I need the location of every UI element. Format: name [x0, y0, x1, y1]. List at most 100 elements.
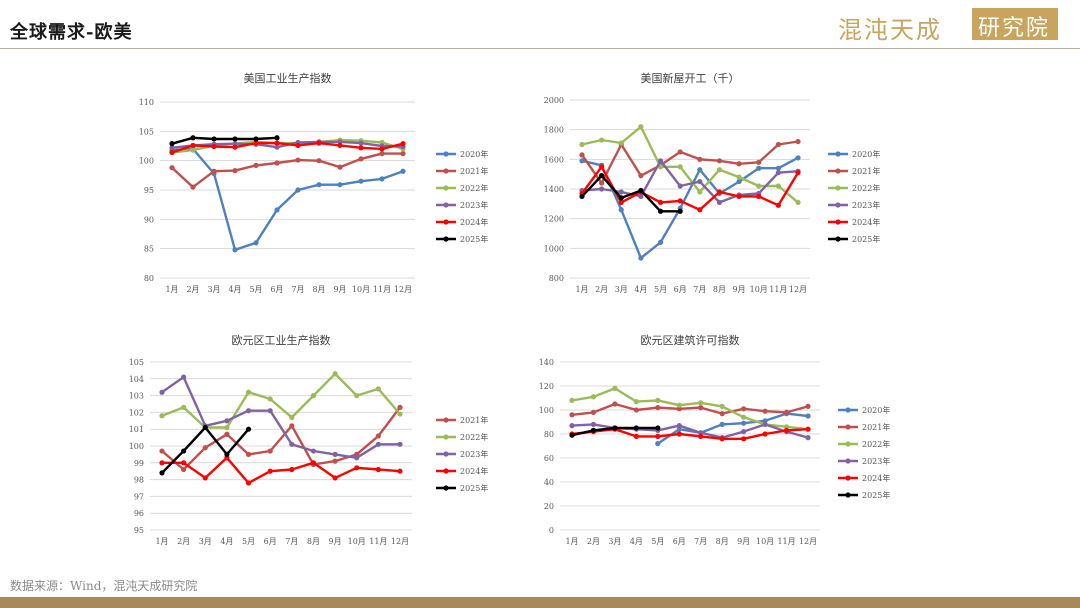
x-tick-label: 8月 [713, 285, 726, 294]
data-point [805, 413, 811, 419]
data-point [783, 409, 790, 415]
series-line [581, 159, 799, 204]
data-point [159, 460, 165, 466]
data-point [719, 436, 725, 442]
data-point [337, 142, 343, 149]
y-tick-label: 1800 [544, 126, 564, 135]
data-point [224, 424, 230, 431]
data-point [638, 255, 644, 261]
footer-bar [0, 597, 1080, 608]
legend-label: 2021年 [862, 422, 890, 432]
data-point [354, 465, 360, 471]
legend-marker [845, 458, 851, 464]
data-point [224, 418, 230, 424]
y-tick-label: 95 [134, 526, 144, 535]
data-point [657, 239, 664, 245]
logo-badge: 研究院 [972, 8, 1058, 41]
y-tick-label: 99 [134, 459, 144, 468]
data-point [190, 184, 196, 190]
data-point [190, 142, 196, 149]
series-line [162, 456, 401, 485]
data-point [697, 156, 703, 162]
data-point [756, 165, 762, 171]
data-point [289, 414, 295, 421]
legend-marker [835, 151, 841, 157]
x-tick-label: 2月 [587, 537, 600, 546]
legend-marker [835, 185, 841, 191]
chart-title: 美国工业生产指数 [244, 71, 332, 85]
data-point [267, 408, 273, 414]
legend-marker [443, 202, 449, 208]
data-point [181, 448, 187, 454]
data-point [741, 436, 747, 442]
data-point [638, 124, 644, 130]
data-point [316, 158, 322, 164]
x-tick-label: 9月 [737, 537, 750, 546]
y-tick-label: 1600 [544, 155, 564, 164]
legend-label: 2023年 [460, 200, 488, 210]
y-tick-label: 0 [549, 526, 554, 535]
data-point [677, 208, 683, 214]
data-point [181, 466, 187, 473]
data-point [775, 141, 781, 148]
y-tick-label: 40 [544, 478, 554, 487]
data-point [267, 468, 273, 474]
legend-label: 2024年 [862, 473, 890, 483]
data-point [190, 135, 196, 141]
legend-marker [443, 468, 449, 474]
legend-marker [835, 236, 841, 242]
data-point [677, 183, 683, 189]
chart-svg: 美国新屋开工（千） 800 1000 1200 1400 1600 1800 2000 1月 2月… [544, 71, 881, 294]
data-point [618, 199, 624, 205]
legend-marker [845, 441, 851, 447]
chart-us-housing-starts: 美国新屋开工（千） 800 1000 1200 1400 1600 1800 2000 1月 2月… [530, 66, 881, 306]
legend-label: 2024年 [852, 217, 880, 227]
data-point [657, 199, 664, 205]
data-point [397, 468, 403, 474]
brand-logo: 混沌天成 研究院 [838, 8, 1068, 44]
data-point [775, 202, 781, 208]
data-point [741, 406, 747, 412]
data-point [400, 151, 406, 157]
chart-svg: 欧元区工业生产指数 95 96 97 98 99 100 101 102 103 104 105 1月 2… [129, 333, 489, 546]
chart-eurozone-building-permits: 欧元区建筑许可指数 0 20 40 60 80 100 120 140 1月 2月 3月 4月 5月 6月 7… [530, 328, 891, 558]
data-point [795, 138, 801, 145]
data-point [655, 433, 661, 439]
x-tick-label: 8月 [307, 537, 320, 546]
data-point [400, 168, 406, 174]
x-tick-label: 3月 [199, 537, 212, 546]
chart-eurozone-industrial-production: 欧元区工业生产指数 95 96 97 98 99 100 101 102 103 104 105 1月 2… [120, 328, 520, 558]
x-tick-label: 1月 [575, 285, 588, 294]
series-line [657, 412, 809, 445]
data-point [169, 165, 175, 171]
y-tick-label: 98 [134, 476, 144, 485]
x-tick-label: 1月 [165, 285, 178, 294]
data-point [274, 144, 280, 150]
legend-marker [845, 475, 851, 481]
x-tick-label: 5月 [242, 537, 255, 546]
data-point [677, 149, 683, 155]
data-point [775, 170, 781, 176]
legend-label: 2025年 [862, 490, 890, 500]
y-tick-label: 90 [144, 215, 154, 224]
data-point [762, 431, 768, 437]
legend-marker [845, 492, 851, 498]
data-point [716, 167, 723, 173]
y-tick-label: 95 [144, 186, 154, 195]
chart-svg: 欧元区建筑许可指数 0 20 40 60 80 100 120 140 1月 2月 3月 4月 5月 6月 7… [539, 333, 891, 546]
data-point [332, 458, 338, 464]
data-point [655, 441, 661, 447]
data-point [633, 399, 639, 405]
chart-svg: 美国工业生产指数 80 85 90 95 100 105 110 1月 2月 3月 4月 5月 6月 7月 8… [139, 71, 489, 294]
data-point [397, 411, 403, 417]
series-line [171, 152, 403, 189]
data-point [569, 397, 575, 403]
data-point [310, 448, 317, 454]
data-point [202, 475, 208, 481]
data-point [633, 433, 639, 439]
data-point [736, 193, 742, 200]
y-tick-label: 800 [549, 274, 564, 283]
x-tick-label: 4月 [228, 285, 241, 294]
data-point [599, 186, 605, 192]
data-point [716, 189, 723, 195]
